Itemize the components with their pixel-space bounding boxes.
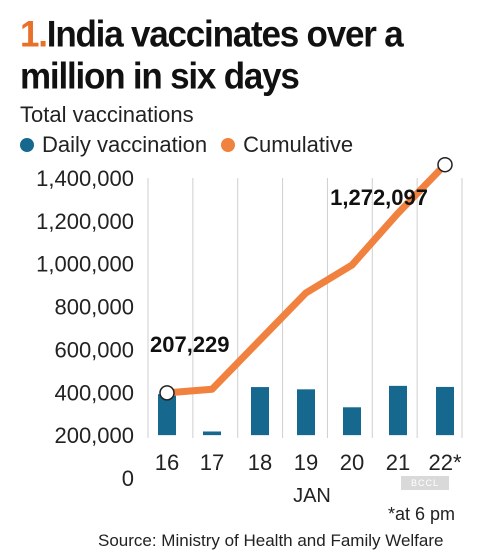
x-tick-label: 17 (200, 450, 224, 475)
x-axis-label: JAN (293, 485, 331, 507)
data-labels: 207,229 1,272,097 (150, 185, 428, 357)
cumulative-line (159, 156, 453, 401)
gridlines (147, 178, 463, 438)
bar-18 (251, 387, 269, 436)
daily-bars (158, 385, 454, 436)
headline-number: 1. (20, 14, 48, 55)
x-tick-label: 16 (155, 450, 179, 475)
legend-label-cumulative: Cumulative (243, 132, 354, 157)
data-label-last: 1,272,097 (330, 185, 428, 210)
bar-20 (343, 407, 361, 436)
y-tick-label: 0 (122, 466, 134, 491)
chart-headline: 1.India vaccinates over a million in six… (20, 14, 490, 98)
y-tick-label: 1,000,000 (36, 252, 134, 277)
legend-label-daily: Daily vaccination (42, 132, 208, 157)
y-tick-label: 800,000 (54, 295, 134, 320)
chart-legend: Daily vaccination Cumulative (20, 132, 367, 158)
legend-item-cumulative: Cumulative (221, 132, 353, 158)
x-axis-ticks: 16 17 18 19 20 21 22* (155, 450, 462, 475)
bar-22* (436, 386, 454, 436)
y-tick-label: 1,200,000 (36, 209, 134, 234)
headline-text: India vaccinates over a million in six d… (20, 14, 404, 97)
y-tick-label: 1,400,000 (36, 166, 134, 191)
bar-17 (203, 431, 221, 436)
cumulative-point-22* (437, 156, 453, 173)
y-tick-label: 200,000 (54, 423, 134, 448)
bar-19 (297, 389, 315, 436)
bar-21 (389, 385, 407, 436)
y-axis-title: Total vaccinations (20, 102, 194, 127)
bccl-watermark: BCCL (401, 476, 450, 490)
cumulative-point-16 (159, 385, 175, 401)
source-note: Source: Ministry of Health and Family We… (98, 531, 444, 550)
y-tick-label: 400,000 (54, 380, 134, 405)
x-tick-label: 20 (340, 450, 364, 475)
x-tick-label: 21 (386, 450, 410, 475)
x-tick-label: 19 (294, 450, 318, 475)
bar-16 (158, 394, 176, 436)
data-label-first: 207,229 (150, 332, 230, 357)
legend-swatch-cumulative (221, 138, 236, 152)
x-tick-label: 22* (428, 450, 461, 475)
footnote: *at 6 pm (388, 504, 456, 524)
x-tick-label: 18 (248, 450, 272, 475)
legend-swatch-daily (20, 138, 34, 152)
legend-item-daily: Daily vaccination (20, 132, 207, 158)
y-axis-ticks: 0 200,000 400,000 600,000 800,000 1,000,000 1,… (36, 166, 134, 491)
cumulative-series-line (163, 161, 449, 397)
y-tick-label: 600,000 (54, 337, 134, 362)
